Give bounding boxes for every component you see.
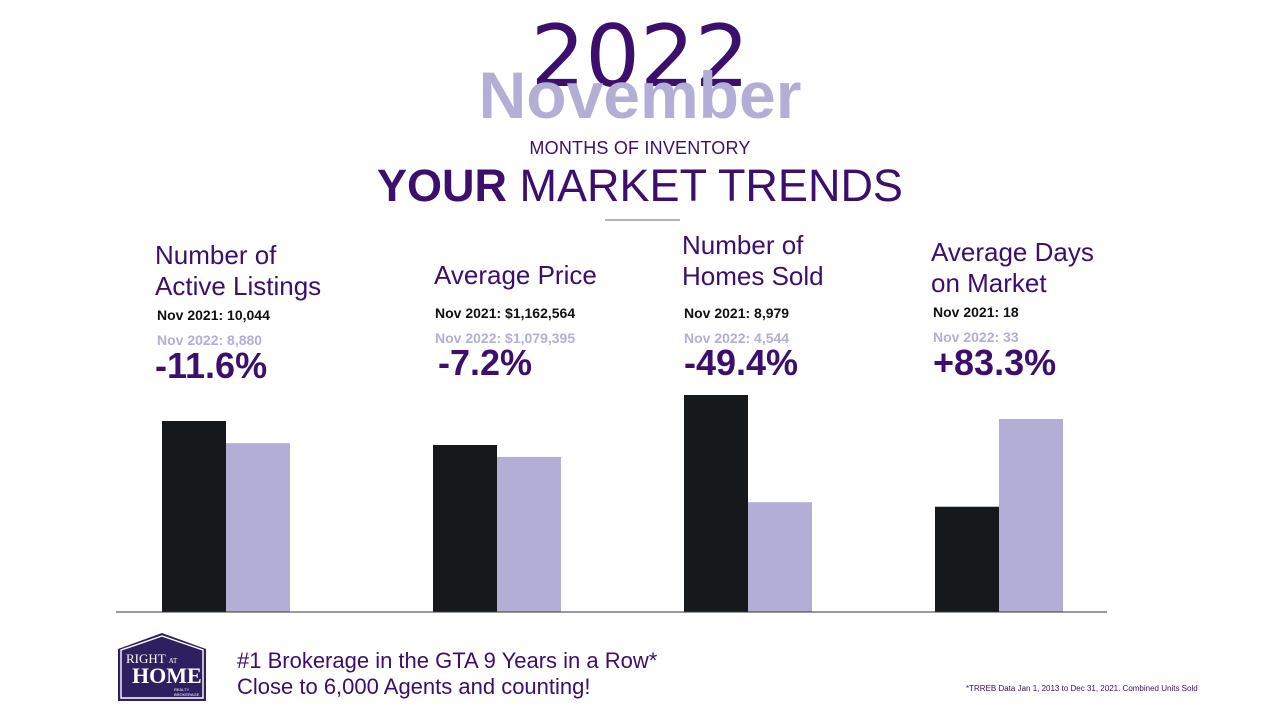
subtitle: MONTHS OF INVENTORY — [529, 138, 751, 158]
metric-2022-homes-sold: Nov 2022: 4,544 — [684, 330, 790, 346]
logo-text-at: AT — [168, 657, 178, 665]
logo-text-small: REALTY BROKERAGE — [174, 687, 200, 697]
metric-title-line1: Average Price — [434, 260, 597, 290]
month-heading: November — [478, 58, 802, 132]
logo-text-right: RIGHT — [126, 651, 166, 666]
metric-title-line2: Active Listings — [155, 271, 322, 301]
metric-title-line1: Number of — [682, 230, 804, 260]
metric-change-average-price: -7.2% — [438, 342, 533, 383]
metric-2022-active-listings: Nov 2022: 8,880 — [157, 332, 263, 348]
logo-house-icon — [118, 633, 206, 701]
metric-title-homes-sold: Number of Homes Sold — [682, 230, 824, 292]
bar-2021-3 — [935, 506, 999, 612]
tagline-2: Close to 6,000 Agents and counting! — [237, 674, 591, 699]
title-bold: YOUR — [377, 160, 508, 211]
metric-2021-active-listings: Nov 2021: 10,044 — [157, 307, 270, 323]
bar-2022-0 — [226, 443, 290, 612]
metric-title-active-listings: Number of Active Listings — [155, 240, 321, 302]
bar-2022-3 — [999, 419, 1063, 612]
bar-2022-1 — [497, 456, 561, 612]
metric-2022-average-price: Nov 2022: $1,079,395 — [435, 330, 576, 346]
metric-title-line2: on Market — [931, 268, 1047, 298]
metric-title-average-price: Average Price — [434, 260, 597, 291]
bar-2021-1 — [433, 445, 497, 612]
metric-change-days-on-market: +83.3% — [933, 342, 1057, 383]
brokerage-logo: RIGHT AT HOME REALTY BROKERAGE — [116, 631, 208, 703]
bar-2021-0 — [162, 421, 226, 612]
metric-change-active-listings: -11.6% — [155, 345, 268, 386]
logo-text-home: HOME — [132, 663, 202, 688]
title-divider — [605, 219, 680, 221]
bar-2021-2 — [684, 395, 748, 612]
metric-title-days-on-market: Average Days on Market — [931, 237, 1094, 299]
year-heading: 2022 — [530, 7, 750, 107]
metric-2022-days-on-market: Nov 2022: 33 — [933, 329, 1019, 345]
metric-title-line2: Homes Sold — [682, 261, 824, 291]
metric-change-homes-sold: -49.4% — [684, 342, 799, 383]
title-rest: MARKET TRENDS — [507, 160, 903, 211]
metric-2021-homes-sold: Nov 2021: 8,979 — [684, 305, 790, 321]
metric-2021-days-on-market: Nov 2021: 18 — [933, 304, 1019, 320]
bar-2022-2 — [748, 502, 812, 612]
tagline-1: #1 Brokerage in the GTA 9 Years in a Row… — [237, 648, 658, 673]
metric-title-line1: Average Days — [931, 237, 1094, 267]
metric-2021-average-price: Nov 2021: $1,162,564 — [435, 305, 576, 321]
page-title: YOUR MARKET TRENDS — [0, 160, 1280, 212]
metric-title-line1: Number of — [155, 240, 277, 270]
footnote: *TRREB Data Jan 1, 2013 to Dec 31, 2021.… — [966, 684, 1198, 693]
